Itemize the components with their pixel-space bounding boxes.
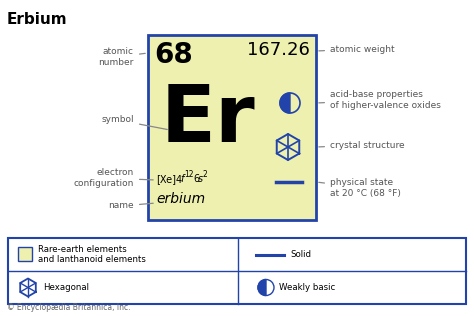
Text: Solid: Solid (290, 250, 311, 259)
Text: atomic
number: atomic number (99, 47, 145, 67)
Text: [Xe]4: [Xe]4 (156, 174, 182, 184)
Text: Weakly basic: Weakly basic (279, 283, 335, 292)
Text: Hexagonal: Hexagonal (43, 283, 89, 292)
Text: symbol: symbol (101, 116, 167, 130)
Text: Er: Er (161, 81, 256, 159)
Wedge shape (280, 93, 290, 113)
Bar (18, 246, 32, 260)
Text: © Encyclopædia Britannica, Inc.: © Encyclopædia Britannica, Inc. (7, 303, 130, 312)
Text: crystal structure: crystal structure (319, 141, 405, 149)
Text: acid-base properties
of higher-valence oxides: acid-base properties of higher-valence o… (319, 90, 441, 110)
Text: s: s (198, 174, 203, 184)
Text: name: name (109, 202, 153, 210)
Text: 6: 6 (193, 174, 199, 184)
Text: atomic weight: atomic weight (319, 45, 395, 53)
Bar (148, 35, 316, 220)
Text: erbium: erbium (156, 192, 205, 206)
Bar (8, 238, 466, 304)
Text: 68: 68 (154, 41, 193, 69)
Text: 2: 2 (203, 170, 208, 179)
Text: 12: 12 (184, 170, 194, 179)
Text: 167.26: 167.26 (247, 41, 310, 59)
Text: Rare-earth elements
and lanthanoid elements: Rare-earth elements and lanthanoid eleme… (38, 245, 146, 264)
Text: Erbium: Erbium (7, 12, 68, 27)
Text: electron
configuration: electron configuration (73, 168, 153, 188)
Wedge shape (258, 279, 266, 295)
Text: f: f (180, 174, 183, 184)
Text: physical state
at 20 °C (68 °F): physical state at 20 °C (68 °F) (319, 178, 401, 198)
